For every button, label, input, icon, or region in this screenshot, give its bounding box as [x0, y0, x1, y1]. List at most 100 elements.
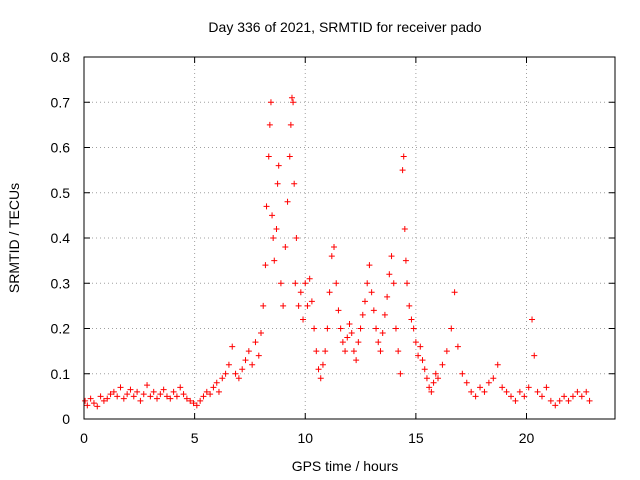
- data-point: [472, 393, 479, 400]
- data-point: [552, 402, 559, 409]
- x-tick-label: 15: [408, 430, 424, 446]
- data-point: [357, 325, 364, 332]
- data-point: [451, 289, 458, 296]
- data-point: [335, 307, 342, 314]
- data-point: [448, 325, 455, 332]
- data-point: [239, 366, 246, 373]
- data-point: [381, 311, 388, 318]
- y-tick-label: 0.6: [51, 140, 71, 156]
- data-point: [565, 397, 572, 404]
- data-point: [130, 393, 137, 400]
- y-tick-label: 0.2: [51, 321, 71, 337]
- data-point: [266, 121, 273, 128]
- data-point: [421, 366, 428, 373]
- data-point: [167, 395, 174, 402]
- grid: [84, 57, 615, 419]
- data-point: [207, 391, 214, 398]
- data-point: [154, 395, 161, 402]
- data-point: [311, 325, 318, 332]
- data-point: [556, 397, 563, 404]
- data-point: [439, 361, 446, 368]
- data-point: [426, 384, 433, 391]
- data-point: [274, 180, 281, 187]
- data-point: [150, 388, 157, 395]
- data-point: [423, 375, 430, 382]
- data-point: [297, 289, 304, 296]
- x-tick-label: 20: [519, 430, 535, 446]
- data-point: [390, 280, 397, 287]
- data-point: [521, 393, 528, 400]
- data-point: [160, 386, 167, 393]
- data-point: [353, 357, 360, 364]
- data-point: [364, 280, 371, 287]
- data-point: [370, 307, 377, 314]
- data-point: [84, 402, 91, 409]
- data-point: [377, 348, 384, 355]
- data-point: [252, 339, 259, 346]
- data-point: [200, 393, 207, 400]
- data-point: [406, 302, 413, 309]
- data-point: [260, 302, 267, 309]
- data-point: [315, 366, 322, 373]
- data-point: [215, 388, 222, 395]
- data-point: [373, 325, 380, 332]
- y-tick-label: 0.7: [51, 94, 71, 110]
- data-point: [222, 370, 229, 377]
- data-point: [271, 257, 278, 264]
- data-point: [197, 397, 204, 404]
- data-points: [82, 94, 593, 410]
- data-point: [395, 348, 402, 355]
- data-point: [173, 393, 180, 400]
- y-axis-label: SRMTID / TECUs: [6, 183, 22, 293]
- data-point: [459, 370, 466, 377]
- data-point: [319, 361, 326, 368]
- data-point: [124, 391, 131, 398]
- data-point: [342, 348, 349, 355]
- data-point: [525, 384, 532, 391]
- data-point: [333, 280, 340, 287]
- data-point: [569, 393, 576, 400]
- chart-title: Day 336 of 2021, SRMTID for receiver pad…: [208, 19, 481, 35]
- x-tick-label: 0: [80, 430, 88, 446]
- data-point: [531, 352, 538, 359]
- x-axis-label: GPS time / hours: [292, 458, 399, 474]
- data-point: [339, 339, 346, 346]
- data-point: [308, 298, 315, 305]
- x-axis-ticks: 0 5 10 15 20: [80, 57, 534, 446]
- data-point: [355, 339, 362, 346]
- data-point: [286, 153, 293, 160]
- data-point: [508, 393, 515, 400]
- data-point: [267, 99, 274, 106]
- data-point: [288, 94, 295, 101]
- data-point: [269, 212, 276, 219]
- y-tick-label: 0.5: [51, 185, 71, 201]
- data-point: [499, 384, 506, 391]
- data-point: [144, 382, 151, 389]
- data-point: [304, 302, 311, 309]
- data-point: [290, 99, 297, 106]
- data-point: [292, 280, 299, 287]
- data-point: [90, 400, 97, 407]
- data-point: [477, 384, 484, 391]
- x-tick-label: 10: [297, 430, 313, 446]
- data-point: [324, 325, 331, 332]
- data-point: [287, 121, 294, 128]
- y-tick-label: 0: [62, 411, 70, 427]
- y-tick-label: 0.3: [51, 275, 71, 291]
- data-point: [494, 361, 501, 368]
- y-tick-label: 0.4: [51, 230, 71, 246]
- data-point: [157, 391, 164, 398]
- data-point: [415, 352, 422, 359]
- data-point: [463, 379, 470, 386]
- data-point: [114, 393, 121, 400]
- data-point: [538, 393, 545, 400]
- data-point: [481, 388, 488, 395]
- data-point: [219, 375, 226, 382]
- data-point: [107, 391, 114, 398]
- data-point: [326, 289, 333, 296]
- data-point: [348, 330, 355, 337]
- data-point: [543, 384, 550, 391]
- data-point: [262, 262, 269, 269]
- data-point: [110, 388, 117, 395]
- data-point: [328, 253, 335, 260]
